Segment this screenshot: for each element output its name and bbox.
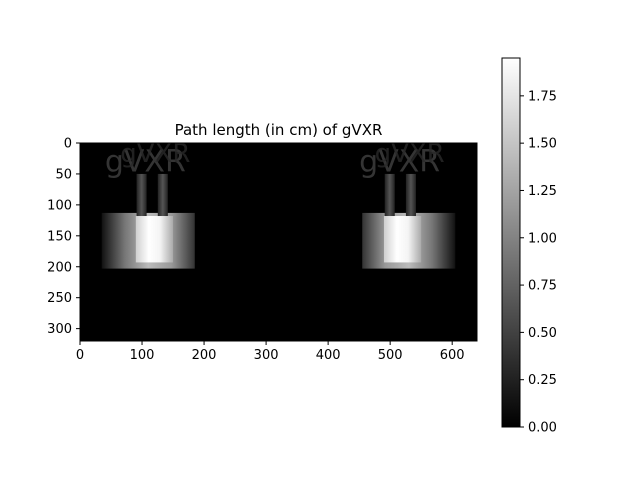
x-tick-label: 200 [192,348,217,363]
y-tick-label: 250 [47,291,72,306]
heatmap-stem [136,173,147,217]
x-tick-label: 100 [130,348,155,363]
heatmap-stem [405,173,416,217]
x-tick-label: 0 [76,348,84,363]
colorbar-gradient [502,58,520,427]
heatmap-text-ghost-label: gVXR [105,145,186,180]
y-tick-label: 300 [47,322,72,337]
y-axis: 0 50 100 150 200 250 300 [47,137,80,337]
heatmap-region-stems [136,173,168,217]
heatmap-frame [79,142,478,342]
x-tick-label: 300 [254,348,279,363]
colorbar-tick-label: 0.75 [528,279,557,294]
colorbar-tick-label: 0.50 [528,326,557,341]
heatmap-region [135,216,174,263]
colorbar-axis: 0.00 0.25 0.50 0.75 1.00 1.25 1.50 1.75 [520,89,557,436]
heatmap-text-ghost-label: gVXR [120,139,190,169]
heatmap-region-stems [384,173,416,217]
colorbar-frame [501,57,521,428]
colorbar-tick-label: 1.75 [528,89,557,104]
x-tick-label: 400 [316,348,341,363]
colorbar-tick-label: 1.50 [528,137,557,152]
x-tick-label: 500 [378,348,403,363]
heatmap-stem [384,173,395,217]
colorbar-tick-label: 0.00 [528,421,557,436]
x-axis: 0 100 200 300 400 500 600 [76,341,465,363]
colorbar-tick-label: 1.00 [528,231,557,246]
heatmap-text-ghost-label: gVXR [375,139,445,169]
colorbar-tick-label: 0.25 [528,373,557,388]
heatmap-text-ghost-label: gVXR [359,145,440,180]
y-tick-label: 0 [64,137,72,152]
y-tick-label: 150 [47,229,72,244]
chart-title: Path length (in cm) of gVXR [175,121,383,139]
x-tick-label: 600 [440,348,465,363]
y-tick-label: 50 [55,167,72,182]
y-tick-label: 100 [47,198,72,213]
heatmap-stem [157,173,168,217]
heatmap-region [383,216,422,263]
colorbar-tick-label: 1.25 [528,184,557,199]
colorbar: 0.00 0.25 0.50 0.75 1.00 1.25 1.50 1.75 [501,57,557,436]
y-tick-label: 200 [47,260,72,275]
